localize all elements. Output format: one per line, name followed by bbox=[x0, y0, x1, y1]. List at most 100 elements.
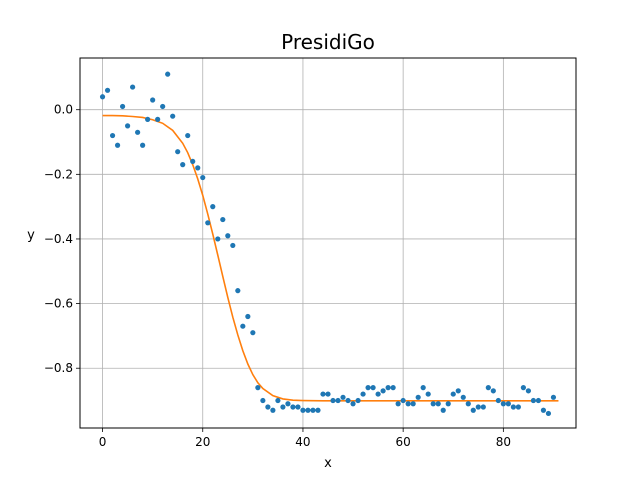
data-point bbox=[290, 404, 296, 410]
data-point bbox=[255, 385, 261, 391]
data-point bbox=[395, 401, 401, 407]
data-point bbox=[495, 397, 501, 404]
data-point bbox=[130, 84, 136, 90]
x-tick-label: 20 bbox=[195, 435, 210, 449]
data-point bbox=[295, 404, 301, 410]
data-point bbox=[515, 404, 521, 410]
y-tick-label: −0.8 bbox=[44, 361, 73, 375]
data-point bbox=[380, 388, 386, 394]
data-point bbox=[240, 323, 246, 329]
data-point bbox=[355, 397, 361, 404]
data-point bbox=[550, 394, 557, 400]
data-point bbox=[285, 401, 291, 407]
data-point bbox=[535, 397, 542, 404]
data-point bbox=[280, 404, 286, 410]
data-point bbox=[260, 397, 266, 404]
data-point bbox=[104, 87, 111, 93]
data-point bbox=[470, 407, 476, 413]
data-point bbox=[475, 404, 481, 410]
data-point bbox=[155, 116, 161, 122]
y-tick-label: −0.4 bbox=[44, 232, 73, 246]
data-point bbox=[350, 401, 356, 407]
data-point bbox=[195, 165, 201, 171]
data-point bbox=[305, 407, 311, 413]
data-point bbox=[480, 404, 486, 410]
data-point bbox=[415, 394, 421, 400]
data-point bbox=[485, 385, 491, 391]
y-tick-label: −0.6 bbox=[44, 297, 73, 311]
y-axis-ticks: 0.0 −0.2 −0.4 −0.6 −0.8 bbox=[44, 103, 80, 375]
data-point bbox=[425, 391, 431, 397]
x-tick-label: 40 bbox=[295, 435, 310, 449]
data-point bbox=[405, 401, 411, 407]
data-point bbox=[175, 149, 181, 155]
data-point bbox=[540, 407, 547, 413]
data-point bbox=[225, 233, 231, 239]
data-point bbox=[325, 391, 331, 397]
data-point bbox=[410, 401, 416, 407]
data-point bbox=[190, 158, 196, 165]
plot-frame bbox=[79, 57, 577, 429]
data-point bbox=[250, 330, 256, 336]
data-point bbox=[310, 407, 316, 413]
data-point bbox=[390, 385, 396, 391]
data-point bbox=[99, 94, 106, 100]
data-point bbox=[440, 407, 446, 413]
data-point bbox=[114, 142, 121, 148]
data-point bbox=[545, 410, 552, 417]
data-point bbox=[510, 404, 516, 410]
data-point bbox=[450, 391, 456, 397]
data-point bbox=[330, 397, 336, 404]
y-tick-label: −0.2 bbox=[44, 167, 73, 181]
data-point bbox=[400, 397, 406, 404]
data-point bbox=[275, 397, 281, 404]
x-tick-label: 0 bbox=[99, 435, 107, 449]
data-point bbox=[365, 385, 371, 391]
data-point bbox=[300, 407, 306, 413]
data-point bbox=[135, 129, 141, 135]
data-point bbox=[230, 242, 236, 249]
x-axis-ticks: 0 20 40 60 80 bbox=[99, 428, 511, 449]
data-point bbox=[445, 401, 451, 407]
data-point bbox=[435, 401, 441, 407]
chart-title: PresidiGo bbox=[281, 30, 375, 54]
grid bbox=[80, 58, 576, 428]
x-tick-label: 80 bbox=[496, 435, 511, 449]
data-point bbox=[245, 313, 251, 320]
data-point bbox=[320, 391, 326, 397]
data-point bbox=[375, 391, 381, 397]
data-point bbox=[530, 397, 537, 404]
data-point bbox=[119, 103, 126, 110]
data-point bbox=[525, 388, 532, 394]
data-point bbox=[220, 216, 226, 223]
data-point bbox=[145, 116, 151, 122]
data-point bbox=[500, 401, 506, 407]
data-point bbox=[385, 385, 391, 391]
data-point bbox=[160, 103, 166, 110]
data-point bbox=[165, 71, 171, 77]
data-point bbox=[265, 404, 271, 410]
y-tick-label: 0.0 bbox=[54, 103, 73, 117]
data-point bbox=[520, 385, 526, 391]
data-point bbox=[125, 123, 131, 129]
fit-curve-layer bbox=[102, 114, 559, 402]
data-point bbox=[335, 397, 341, 404]
scatter-points-layer bbox=[99, 71, 557, 417]
data-point bbox=[420, 385, 426, 391]
fit-curve bbox=[102, 114, 559, 402]
data-point bbox=[370, 385, 376, 391]
data-point bbox=[235, 288, 241, 294]
data-point bbox=[490, 388, 496, 394]
data-point bbox=[140, 142, 146, 148]
y-axis-label: y bbox=[27, 228, 35, 243]
x-axis-label: x bbox=[324, 456, 332, 471]
data-point bbox=[210, 204, 216, 210]
data-point bbox=[315, 407, 321, 413]
x-tick-label: 60 bbox=[396, 435, 411, 449]
data-point bbox=[215, 236, 221, 242]
data-point bbox=[345, 397, 351, 404]
data-point bbox=[430, 401, 436, 407]
data-point bbox=[465, 401, 471, 407]
